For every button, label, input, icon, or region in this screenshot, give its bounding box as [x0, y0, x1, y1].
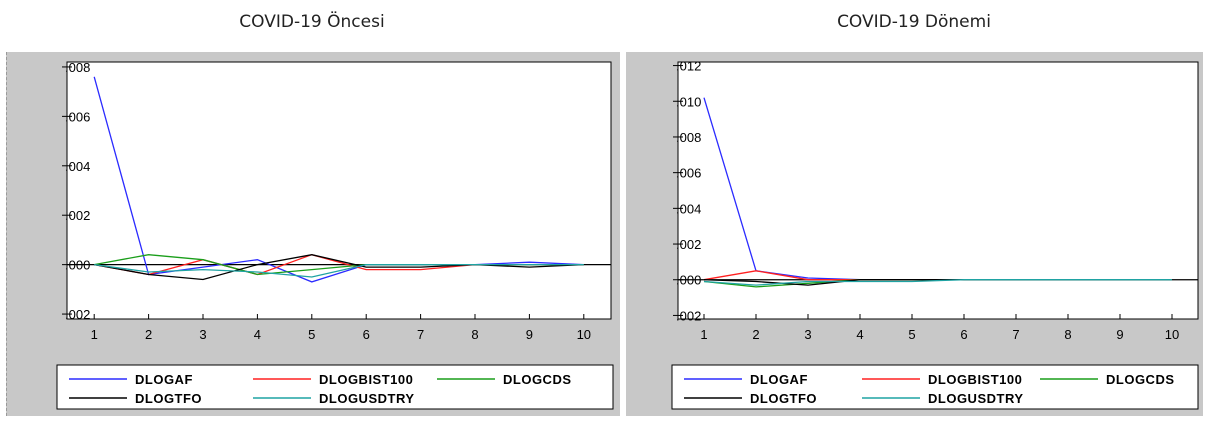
legend-box — [671, 364, 1199, 410]
chart-title-pre-covid: COVID-19 Öncesi — [239, 12, 385, 32]
legend-label-dlogusdtry: DLOGUSDTRY — [928, 391, 1024, 406]
x-tick-label: 4 — [254, 327, 261, 342]
chart-panel-pre-covid: .008.006.004.002.000.002 1 2 3 4 5 6 7 8 9 10 DLOGA… — [6, 52, 620, 416]
y-tick-label: .002 — [65, 307, 90, 322]
y-tick-label: .012 — [676, 59, 701, 74]
x-tick-label: 8 — [1064, 327, 1071, 342]
x-tick-label: 5 — [908, 327, 915, 342]
x-tick-label: 10 — [1165, 327, 1179, 342]
y-tick-label: .008 — [65, 60, 90, 75]
series-line-dlogtfo — [94, 254, 584, 281]
x-tick-label: 6 — [363, 327, 370, 342]
y-tick-label: .004 — [65, 159, 90, 174]
chart-panel-covid: .012.010.008.006.004.002.000.002 1 2 3 4 5 6 7 8… — [626, 52, 1203, 416]
x-tick-label: 8 — [471, 327, 478, 342]
x-tick-label: 6 — [960, 327, 967, 342]
legend-label-dlogusdtry: DLOGUSDTRY — [319, 391, 415, 406]
x-tick-label: 7 — [417, 327, 424, 342]
chart-title-covid: COVID-19 Dönemi — [837, 12, 991, 32]
legend-label-dlogtfo: DLOGTFO — [750, 391, 817, 406]
x-tick-label: 1 — [700, 327, 707, 342]
x-tick-label: 2 — [752, 327, 759, 342]
y-tick-label: .010 — [676, 94, 701, 109]
y-tick-label: .004 — [676, 201, 701, 216]
legend-label-dlogtfo: DLOGTFO — [135, 391, 202, 406]
x-tick-label: 9 — [526, 327, 533, 342]
legend-label-dlogbist100: DLOGBIST100 — [319, 372, 413, 387]
y-tick-label: .002 — [676, 308, 701, 323]
plot-area — [677, 61, 1199, 320]
y-tick-label: .008 — [676, 130, 701, 145]
series-line-dlogusdtry — [94, 263, 584, 278]
x-tick-label: 5 — [308, 327, 315, 342]
x-tick-label: 9 — [1116, 327, 1123, 342]
x-tick-label: 2 — [145, 327, 152, 342]
x-tick-label: 3 — [199, 327, 206, 342]
x-tick-label: 1 — [91, 327, 98, 342]
x-tick-label: 7 — [1012, 327, 1019, 342]
series-line-dlogusdtry — [703, 279, 1172, 286]
y-tick-label: .006 — [65, 109, 90, 124]
x-tick-label: 4 — [856, 327, 863, 342]
legend-label-dlogcds: DLOGCDS — [503, 372, 572, 387]
legend-label-dlogbist100: DLOGBIST100 — [928, 372, 1022, 387]
legend-box — [56, 364, 614, 410]
y-tick-label: .002 — [676, 237, 701, 252]
legend-label-dlogcds: DLOGCDS — [1106, 372, 1175, 387]
plot-area — [66, 61, 612, 320]
legend-label-dlogaf: DLOGAF — [750, 372, 808, 387]
y-tick-label: .006 — [676, 166, 701, 181]
y-tick-label: .002 — [65, 208, 90, 223]
legend-label-dlogaf: DLOGAF — [135, 372, 193, 387]
x-tick-label: 3 — [804, 327, 811, 342]
x-tick-label: 10 — [577, 327, 591, 342]
